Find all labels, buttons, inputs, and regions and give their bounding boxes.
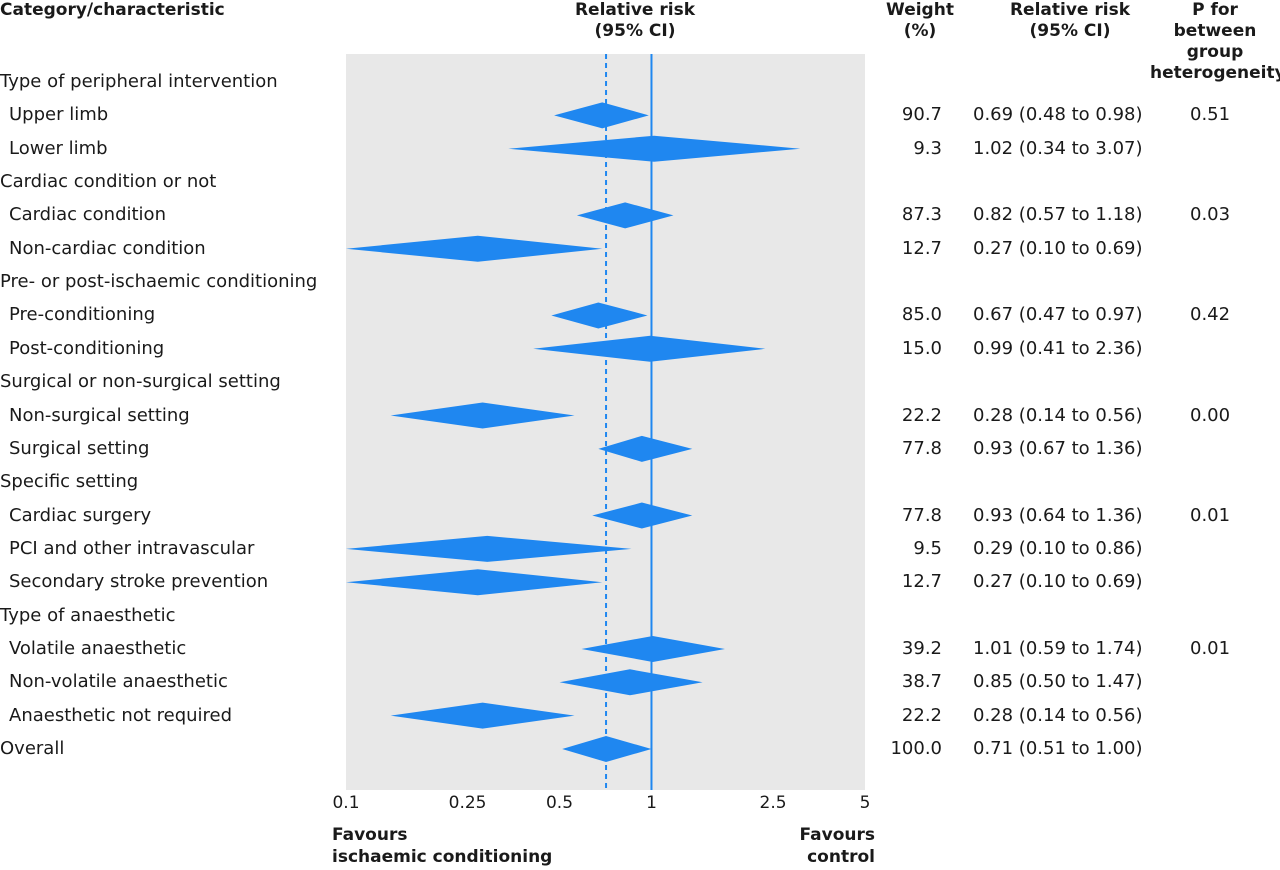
rr-ci-value: 0.67 (0.47 to 0.97) <box>973 304 1143 326</box>
weight-value: 9.5 <box>913 537 942 559</box>
rr-ci-value: 0.71 (0.51 to 1.00) <box>973 738 1143 759</box>
row-label: Non-cardiac condition <box>9 237 206 259</box>
favours-right-line1: Favours <box>799 825 875 845</box>
row-label: PCI and other intravascular <box>9 537 255 559</box>
weight-value: 77.8 <box>901 437 942 459</box>
p-value: 0.51 <box>1190 104 1231 126</box>
weight-value: 12.7 <box>901 571 942 593</box>
row-label: Surgical setting <box>9 437 150 459</box>
rr-ci-value: 0.28 (0.14 to 0.56) <box>973 704 1143 726</box>
effect-diamond <box>551 302 648 329</box>
row-label: Anaesthetic not required <box>9 704 233 726</box>
weight-value: 12.7 <box>901 237 942 259</box>
header-rr-plot: Relative risk (95% CI) <box>520 0 750 42</box>
header-rr-text-line2: (95% CI) <box>1029 21 1111 41</box>
p-value: 0.03 <box>1190 204 1231 226</box>
header-weight: Weight (%) <box>880 0 960 42</box>
x-tick-label: 0.25 <box>449 793 487 813</box>
row-label: Non-volatile anaesthetic <box>9 671 228 693</box>
category-header: Cardiac condition or not <box>0 171 217 193</box>
weight-value: 38.7 <box>901 671 942 693</box>
header-rr-text: Relative risk (95% CI) <box>985 0 1155 42</box>
row-label: Pre-conditioning <box>9 304 156 326</box>
favours-left-line2: ischaemic conditioning <box>332 847 553 867</box>
header-weight-line1: Weight <box>886 0 954 20</box>
header-rr-plot-line2: (95% CI) <box>594 21 676 41</box>
category-header: Pre- or post-ischaemic conditioning <box>0 271 318 293</box>
weight-value: 85.0 <box>901 304 942 326</box>
favours-left-line1: Favours <box>332 825 408 845</box>
rr-ci-value: 0.99 (0.41 to 2.36) <box>973 337 1143 359</box>
favours-right-line2: control <box>807 847 875 867</box>
category-header: Surgical or non-surgical setting <box>0 371 281 393</box>
x-tick-label: 0.5 <box>546 793 573 813</box>
effect-diamond <box>508 135 801 162</box>
rr-ci-value: 1.02 (0.34 to 3.07) <box>973 137 1143 159</box>
p-value: 0.42 <box>1190 304 1231 326</box>
effect-diamond <box>576 202 674 229</box>
p-value: 0.01 <box>1190 504 1231 526</box>
category-header: Type of anaesthetic <box>0 604 176 626</box>
rr-ci-value: 0.93 (0.64 to 1.36) <box>973 504 1143 526</box>
overall-diamond <box>562 736 652 762</box>
header-rr-text-line1: Relative risk <box>1009 0 1131 20</box>
effect-diamond <box>346 535 632 562</box>
weight-value: 9.3 <box>913 137 942 159</box>
row-label: Secondary stroke prevention <box>9 571 269 593</box>
weight-value: 87.3 <box>901 204 942 226</box>
weight-value: 22.2 <box>901 404 942 426</box>
rr-ci-value: 1.01 (0.59 to 1.74) <box>973 637 1143 659</box>
category-header: Specific setting <box>0 471 139 493</box>
effect-diamond <box>533 335 766 362</box>
rr-ci-value: 0.82 (0.57 to 1.18) <box>973 204 1143 226</box>
p-value: 0.01 <box>1190 637 1231 659</box>
weight-value: 22.2 <box>901 704 942 726</box>
row-label: Post-conditioning <box>9 337 165 359</box>
x-tick-label: 5 <box>860 793 871 813</box>
rr-ci-value: 0.27 (0.10 to 0.69) <box>973 571 1143 593</box>
effect-diamond <box>346 235 603 262</box>
effect-diamond <box>554 102 649 129</box>
weight-value: 39.2 <box>901 637 942 659</box>
effect-diamond <box>390 702 575 729</box>
rr-ci-value: 0.85 (0.50 to 1.47) <box>973 671 1143 693</box>
row-label: Non-surgical setting <box>9 404 190 426</box>
x-tick-label: 1 <box>646 793 657 813</box>
rr-ci-value: 0.93 (0.67 to 1.36) <box>973 437 1143 459</box>
header-weight-line2: (%) <box>903 21 937 41</box>
category-header: Type of peripheral intervention <box>0 71 278 92</box>
row-label: Cardiac condition <box>9 204 166 226</box>
rr-ci-value: 0.69 (0.48 to 0.98) <box>973 104 1143 126</box>
effect-diamond <box>390 402 575 429</box>
p-value: 0.00 <box>1190 404 1231 426</box>
header-p: P for between group heterogeneity <box>1150 0 1280 84</box>
rr-ci-value: 0.27 (0.10 to 0.69) <box>973 237 1143 259</box>
weight-value: 90.7 <box>901 104 942 126</box>
row-label: Volatile anaesthetic <box>9 637 187 659</box>
header-rr-plot-line1: Relative risk <box>574 0 696 20</box>
favours-right: Favours control <box>760 824 875 868</box>
row-label: Lower limb <box>9 137 108 159</box>
x-tick-label: 2.5 <box>760 793 787 813</box>
weight-value: 77.8 <box>901 504 942 526</box>
row-label: Cardiac surgery <box>9 504 152 526</box>
header-p-line2: between group <box>1173 21 1257 62</box>
effect-diamond <box>598 435 693 462</box>
overall-label: Overall <box>0 738 65 759</box>
header-p-line1: P for <box>1192 0 1238 20</box>
rr-ci-value: 0.29 (0.10 to 0.86) <box>973 537 1143 559</box>
rr-ci-value: 0.28 (0.14 to 0.56) <box>973 404 1143 426</box>
header-category: Category/characteristic <box>0 0 225 20</box>
effect-diamond <box>559 669 703 696</box>
header-p-line3: heterogeneity <box>1150 63 1280 83</box>
favours-left: Favours ischaemic conditioning <box>332 824 552 868</box>
weight-value: 100.0 <box>890 738 942 759</box>
effect-diamond <box>581 635 725 662</box>
weight-value: 15.0 <box>901 337 942 359</box>
row-label: Upper limb <box>9 104 109 126</box>
effect-diamond <box>592 502 693 529</box>
x-tick-label: 0.1 <box>332 793 359 813</box>
effect-diamond <box>346 569 603 596</box>
